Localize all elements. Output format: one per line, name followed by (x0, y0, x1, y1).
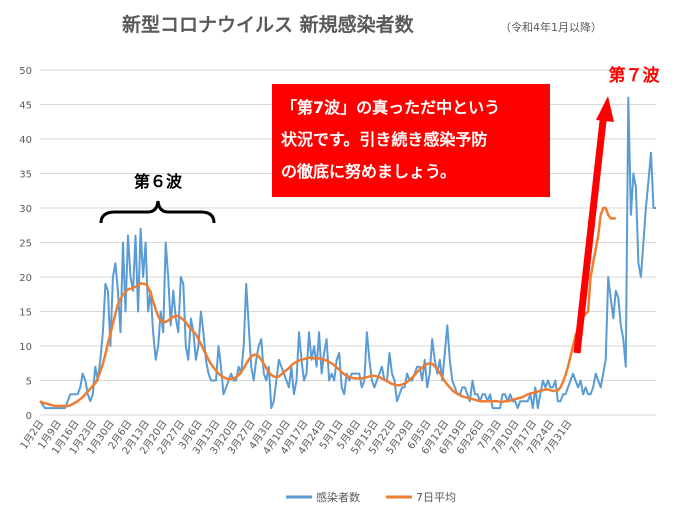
y-tick-label: 5 (26, 377, 32, 388)
message-line-2: 状況です。引き続き感染予防 (281, 130, 487, 149)
y-tick-label: 10 (19, 342, 32, 353)
legend-label-avg: 7日平均 (416, 491, 456, 504)
y-tick-label: 45 (19, 101, 32, 112)
wave7-arrow-shaft (573, 111, 608, 354)
message-line-3: の徹底に努めましょう。 (281, 162, 456, 181)
y-tick-label: 25 (19, 239, 32, 250)
chart-title: 新型コロナウイルス 新規感染者数 (122, 13, 415, 36)
y-tick-label: 20 (19, 273, 32, 284)
wave7-label: 第７波 (609, 65, 661, 86)
series-7day-avg-line (39, 206, 616, 408)
y-tick-label: 15 (19, 308, 32, 319)
y-tick-label: 50 (19, 66, 32, 77)
wave6-label: 第６波 (134, 172, 183, 191)
y-tick-label: 0 (26, 411, 32, 422)
y-axis: 0 5 10 15 20 25 30 35 40 45 50 (19, 66, 32, 422)
legend-label-cases: 感染者数 (316, 490, 360, 504)
y-tick-label: 40 (19, 135, 32, 146)
series-lines (39, 96, 656, 410)
y-tick-label: 35 (19, 170, 32, 181)
x-axis: 1月2日1月9日1月16日1月23日1月30日2月6日2月13日2月20日2月2… (18, 418, 575, 457)
message-box (272, 84, 550, 197)
chart-subtitle: （令和4年1月以降） (500, 20, 602, 34)
y-tick-label: 30 (19, 204, 32, 215)
wave7-arrow-head (596, 96, 614, 122)
wave6-brace (99, 200, 216, 224)
legend: 感染者数 7日平均 (286, 490, 456, 504)
message-line-1: 「第7波」の真っただ中という (281, 98, 500, 117)
